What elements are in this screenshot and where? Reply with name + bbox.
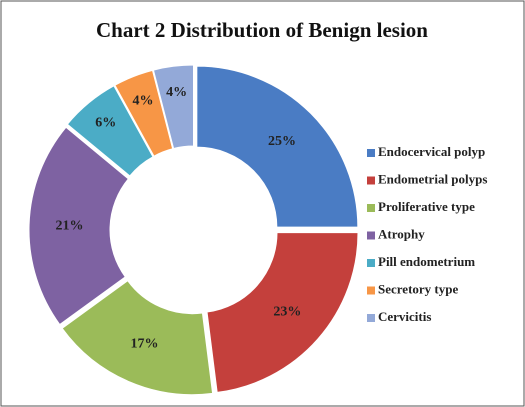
legend-swatch — [367, 259, 375, 267]
data-label: 17% — [131, 336, 159, 351]
donut-segment — [114, 69, 174, 157]
donut-segment — [66, 85, 154, 177]
legend-swatch — [367, 204, 375, 212]
legend-swatch — [367, 314, 375, 322]
data-label: 23% — [273, 305, 301, 320]
legend-label: Cervicitis — [378, 309, 431, 324]
donut-segment — [61, 279, 214, 396]
legend-swatch — [367, 231, 375, 240]
donut-segment — [28, 126, 130, 326]
chart-title: Chart 2 Distribution of Benign lesion — [96, 18, 428, 42]
legend-swatch — [367, 286, 375, 295]
legend-swatch — [367, 149, 375, 157]
donut-segment — [152, 64, 194, 150]
legend-label: Proliferative type — [378, 199, 475, 214]
data-label: 25% — [268, 134, 296, 149]
legend-label: Endometrial polyps — [378, 171, 487, 186]
legend-label: Atrophy — [378, 226, 425, 241]
donut-segment — [206, 232, 359, 393]
data-label: 6% — [95, 116, 116, 131]
legend-label: Secretory type — [378, 281, 458, 296]
data-label: 4% — [166, 85, 187, 100]
data-label: 4% — [133, 93, 154, 108]
legend-label: Endocervical polyp — [378, 144, 485, 159]
data-label: 21% — [56, 218, 84, 233]
legend-label: Pill endometrium — [378, 254, 475, 269]
donut-segment — [196, 65, 359, 228]
legend-swatch — [367, 176, 375, 185]
